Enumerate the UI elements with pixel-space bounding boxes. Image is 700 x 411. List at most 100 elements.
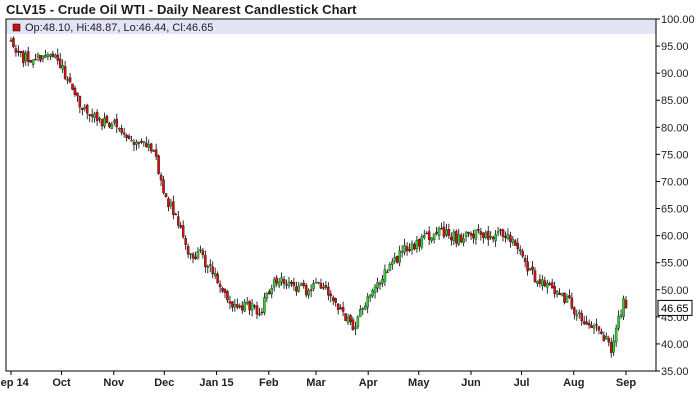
candle-body: [113, 120, 116, 123]
x-tick-label: Feb: [259, 377, 279, 389]
candle-body: [617, 315, 620, 329]
candle-body: [415, 240, 419, 250]
candle-body: [162, 179, 165, 193]
x-tick-label: Sep 14: [0, 377, 30, 389]
y-tick-label: 80.00: [661, 122, 689, 134]
candle-body: [157, 155, 160, 174]
candle-body: [619, 314, 623, 317]
candle-body: [504, 236, 507, 238]
candle-body: [386, 271, 389, 274]
candle-body: [66, 79, 69, 81]
candle-body: [253, 305, 256, 307]
x-axis: Sep 14 Oct Nov Dec Jan 15 Feb Mar Apr May Jun Jul A…: [0, 371, 636, 389]
candle-body: [231, 301, 234, 308]
candle-body: [334, 298, 337, 303]
candle-body: [312, 283, 315, 289]
y-tick-label: 85.00: [661, 95, 689, 107]
candle-body: [423, 234, 426, 238]
candle-body: [93, 113, 96, 118]
candle-body: [322, 287, 325, 289]
candle-body: [71, 83, 74, 90]
candle-body: [546, 282, 549, 288]
candle-body: [196, 250, 200, 259]
candle-body: [346, 317, 350, 323]
candle-body: [76, 92, 79, 96]
candle-body: [344, 313, 347, 321]
candle-body: [391, 261, 394, 265]
candle-body: [479, 231, 483, 235]
candle-body: [595, 324, 598, 326]
candle-body: [36, 54, 40, 58]
candle-body: [39, 55, 42, 61]
candle-body: [464, 232, 468, 237]
y-tick-label: 55.00: [661, 258, 689, 270]
candle-body: [600, 331, 603, 334]
legend-band: [6, 20, 656, 34]
candle-body: [482, 232, 485, 238]
candle-body: [494, 234, 497, 242]
candle-body: [359, 309, 362, 317]
candle-body: [395, 255, 399, 263]
candles-group: [9, 36, 628, 358]
candle-body: [575, 314, 579, 317]
candle-body: [568, 295, 571, 298]
candle-body: [413, 244, 416, 250]
candle-body: [499, 229, 502, 231]
candle-body: [19, 50, 23, 53]
candle-body: [268, 291, 271, 295]
candle-body: [467, 231, 470, 234]
candle-body: [590, 325, 593, 328]
candle-body: [381, 279, 384, 284]
candle-body: [206, 266, 210, 268]
candle-body: [516, 243, 520, 250]
y-tick-label: 95.00: [661, 41, 689, 53]
candle-body: [233, 304, 237, 308]
candle-body: [363, 305, 367, 310]
y-tick-label: 90.00: [661, 68, 689, 80]
candle-body: [132, 141, 136, 145]
candle-body: [455, 231, 458, 244]
candle-body: [295, 286, 298, 292]
candle-body: [184, 238, 187, 245]
candle-body: [518, 249, 522, 252]
candle-body: [324, 285, 328, 288]
candle-body: [514, 240, 517, 246]
candle-body: [240, 305, 244, 311]
candle-body: [526, 261, 529, 272]
candle-body: [228, 301, 232, 304]
candle-body: [341, 307, 345, 312]
candle-body: [486, 231, 490, 240]
candle-body: [68, 77, 72, 83]
last-price-label: 46.65: [661, 303, 689, 315]
candle-body: [403, 244, 406, 253]
candle-body: [297, 285, 301, 292]
candle-body: [309, 289, 313, 291]
candle-body: [125, 134, 128, 138]
candle-body: [105, 115, 109, 123]
candle-body: [501, 229, 505, 238]
candle-body: [263, 297, 266, 313]
candle-body: [149, 143, 153, 152]
x-tick-label: May: [408, 377, 430, 389]
candle-body: [462, 238, 465, 243]
candle-body: [277, 281, 281, 286]
candle-body: [570, 297, 574, 309]
candle-body: [137, 142, 141, 144]
candle-body: [221, 287, 224, 292]
candle-body: [509, 235, 512, 242]
candle-body: [44, 55, 47, 58]
candle-body: [327, 286, 330, 296]
candle-body: [440, 228, 443, 230]
candle-body: [194, 256, 197, 259]
candle-body: [248, 300, 251, 311]
x-tick-label: Oct: [52, 377, 71, 389]
candle-body: [26, 51, 30, 62]
candle-body: [587, 322, 591, 326]
x-tick-label: Nov: [103, 377, 125, 389]
candle-body: [314, 282, 318, 284]
candle-body: [280, 277, 283, 283]
candle-body: [420, 236, 424, 248]
candle-body: [95, 112, 99, 121]
candle-body: [83, 106, 87, 109]
